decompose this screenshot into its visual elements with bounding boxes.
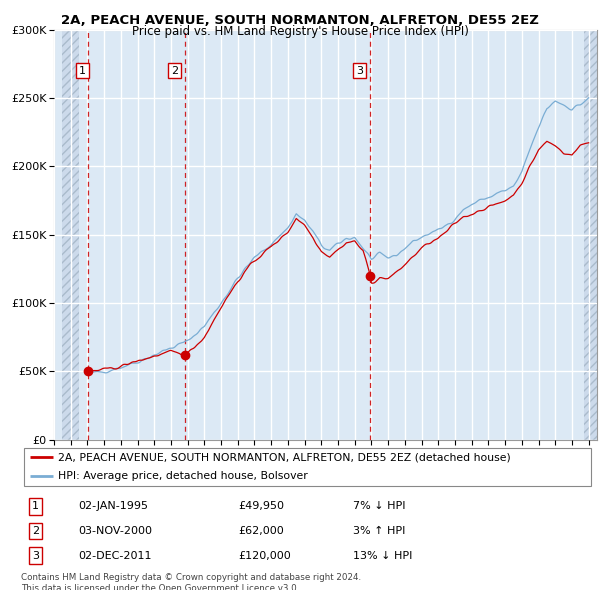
Text: 02-DEC-2011: 02-DEC-2011 [79,550,152,560]
Text: 2: 2 [32,526,39,536]
Text: 03-NOV-2000: 03-NOV-2000 [79,526,152,536]
Text: £49,950: £49,950 [239,502,285,512]
Text: 1: 1 [79,65,86,76]
Bar [62,30,79,440]
Text: HPI: Average price, detached house, Bolsover: HPI: Average price, detached house, Bols… [58,471,308,481]
Text: 2A, PEACH AVENUE, SOUTH NORMANTON, ALFRETON, DE55 2EZ (detached house): 2A, PEACH AVENUE, SOUTH NORMANTON, ALFRE… [58,453,511,463]
Text: 3: 3 [32,550,39,560]
Text: Contains HM Land Registry data © Crown copyright and database right 2024.
This d: Contains HM Land Registry data © Crown c… [21,573,361,590]
Text: £62,000: £62,000 [239,526,284,536]
Text: £120,000: £120,000 [239,550,292,560]
Bar [584,30,597,440]
Text: 7% ↓ HPI: 7% ↓ HPI [353,502,406,512]
FancyBboxPatch shape [24,448,591,486]
Text: 13% ↓ HPI: 13% ↓ HPI [353,550,413,560]
Text: 2: 2 [171,65,178,76]
Text: 02-JAN-1995: 02-JAN-1995 [79,502,148,512]
Text: 2A, PEACH AVENUE, SOUTH NORMANTON, ALFRETON, DE55 2EZ: 2A, PEACH AVENUE, SOUTH NORMANTON, ALFRE… [61,14,539,27]
Text: 3% ↑ HPI: 3% ↑ HPI [353,526,406,536]
Text: 1: 1 [32,502,39,512]
Text: Price paid vs. HM Land Registry's House Price Index (HPI): Price paid vs. HM Land Registry's House … [131,25,469,38]
Text: 3: 3 [356,65,363,76]
